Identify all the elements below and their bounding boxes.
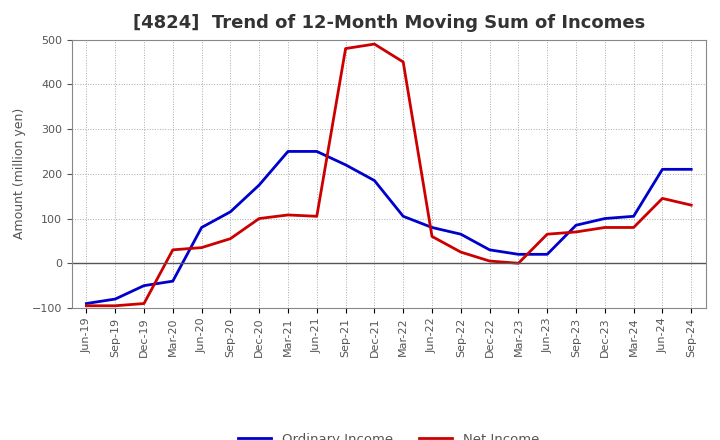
Legend: Ordinary Income, Net Income: Ordinary Income, Net Income <box>233 427 544 440</box>
Ordinary Income <box>284 149 292 154</box>
Title: [4824]  Trend of 12-Month Moving Sum of Incomes: [4824] Trend of 12-Month Moving Sum of I… <box>132 15 645 33</box>
Ordinary Income <box>197 225 206 230</box>
Y-axis label: Amount (million yen): Amount (million yen) <box>14 108 27 239</box>
Net Income <box>485 258 494 264</box>
Ordinary Income <box>82 301 91 306</box>
Net Income <box>456 249 465 255</box>
Net Income <box>82 303 91 308</box>
Net Income <box>572 229 580 235</box>
Ordinary Income <box>600 216 609 221</box>
Ordinary Income <box>543 252 552 257</box>
Ordinary Income <box>140 283 148 288</box>
Net Income <box>255 216 264 221</box>
Line: Net Income: Net Income <box>86 44 691 306</box>
Ordinary Income <box>428 225 436 230</box>
Net Income <box>514 260 523 266</box>
Net Income <box>687 202 696 208</box>
Ordinary Income <box>168 279 177 284</box>
Ordinary Income <box>572 223 580 228</box>
Ordinary Income <box>312 149 321 154</box>
Net Income <box>312 214 321 219</box>
Ordinary Income <box>687 167 696 172</box>
Net Income <box>168 247 177 253</box>
Net Income <box>428 234 436 239</box>
Net Income <box>341 46 350 51</box>
Ordinary Income <box>111 297 120 302</box>
Ordinary Income <box>226 209 235 214</box>
Ordinary Income <box>341 162 350 168</box>
Ordinary Income <box>456 231 465 237</box>
Net Income <box>370 41 379 47</box>
Ordinary Income <box>514 252 523 257</box>
Ordinary Income <box>629 214 638 219</box>
Ordinary Income <box>485 247 494 253</box>
Net Income <box>111 303 120 308</box>
Ordinary Income <box>255 182 264 187</box>
Net Income <box>140 301 148 306</box>
Net Income <box>629 225 638 230</box>
Net Income <box>226 236 235 241</box>
Line: Ordinary Income: Ordinary Income <box>86 151 691 304</box>
Ordinary Income <box>370 178 379 183</box>
Net Income <box>600 225 609 230</box>
Ordinary Income <box>658 167 667 172</box>
Net Income <box>284 213 292 218</box>
Net Income <box>658 196 667 201</box>
Net Income <box>543 231 552 237</box>
Net Income <box>399 59 408 65</box>
Ordinary Income <box>399 214 408 219</box>
Net Income <box>197 245 206 250</box>
